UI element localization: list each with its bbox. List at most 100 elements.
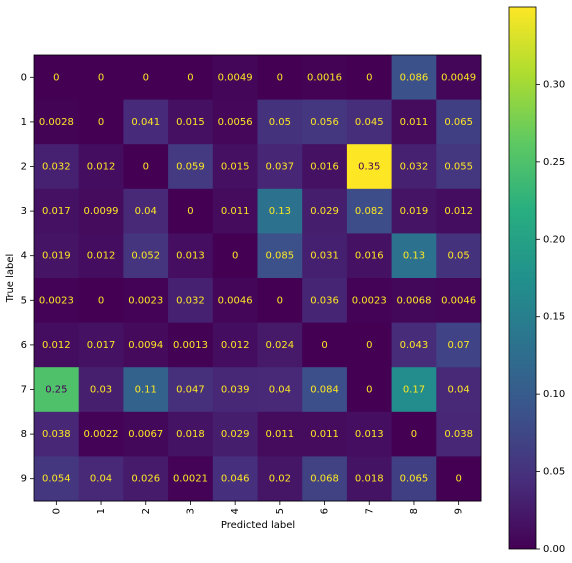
cell-label: 0.04 — [135, 206, 157, 217]
cell-label: 0.012 — [444, 206, 473, 217]
cell — [436, 55, 482, 101]
cell — [436, 367, 482, 413]
cell-label: 0.0046 — [441, 295, 476, 306]
cell-label: 0.011 — [221, 206, 250, 217]
cell-label: 0.0023 — [128, 295, 163, 306]
cell — [168, 188, 214, 234]
cell-label: 0.0067 — [128, 429, 163, 440]
cell — [257, 233, 303, 279]
x-tick-label: 4 — [230, 508, 241, 514]
cell-label: 0.011 — [266, 429, 295, 440]
y-tick-label: 8 — [21, 429, 27, 440]
cell-label: 0.04 — [269, 385, 291, 396]
y-tick-label: 4 — [21, 251, 27, 262]
cell — [302, 188, 348, 234]
cell — [391, 99, 437, 145]
cell — [168, 55, 214, 101]
cell — [78, 367, 124, 413]
x-tick-label: 5 — [275, 508, 286, 514]
cell — [436, 322, 482, 368]
cell-label: 0.07 — [448, 340, 470, 351]
cell-label: 0.017 — [87, 340, 116, 351]
cell — [436, 188, 482, 234]
cell-label: 0.065 — [444, 117, 473, 128]
cell — [436, 456, 482, 502]
y-tick-label: 1 — [21, 117, 27, 128]
cell-label: 0 — [455, 474, 461, 485]
cell — [78, 411, 124, 457]
x-tick-label: 0 — [51, 508, 62, 514]
cell-label: 0.04 — [448, 385, 470, 396]
x-tick-label: 1 — [96, 508, 107, 514]
cell — [302, 411, 348, 457]
colorbar-tick-label: 0.00 — [543, 544, 565, 555]
cell — [78, 99, 124, 145]
x-tick-label: 7 — [364, 508, 375, 514]
cell — [123, 411, 169, 457]
cell — [34, 144, 80, 190]
cell — [391, 55, 437, 101]
x-axis-label: Predicted label — [221, 520, 295, 531]
y-tick-label: 3 — [21, 206, 27, 217]
cell-label: 0.059 — [176, 162, 205, 173]
cell — [346, 322, 393, 368]
cell-label: 0.0021 — [173, 474, 208, 485]
cell-label: 0.016 — [310, 162, 339, 173]
cell — [34, 456, 80, 502]
cell-label: 0.35 — [358, 162, 380, 173]
cell-label: 0.086 — [400, 72, 429, 83]
cell-label: 0.0049 — [218, 72, 253, 83]
cell — [346, 144, 393, 190]
cell-label: 0.04 — [90, 474, 112, 485]
cell-label: 0.018 — [176, 429, 205, 440]
cell-label: 0 — [98, 72, 104, 83]
cell-label: 0.012 — [221, 340, 250, 351]
y-tick-label: 6 — [21, 340, 27, 351]
cell — [212, 233, 258, 279]
cell — [257, 188, 303, 234]
x-tick-label: 9 — [454, 508, 465, 514]
cell — [436, 411, 482, 457]
cell — [78, 144, 124, 190]
cell — [257, 278, 303, 324]
cell — [34, 188, 80, 234]
cell — [436, 278, 482, 324]
cell — [391, 278, 437, 324]
cell — [346, 188, 393, 234]
cell-label: 0.0023 — [352, 295, 387, 306]
cell — [78, 55, 124, 101]
colorbar-tick-label: 0.10 — [543, 389, 565, 400]
cell-label: 0.03 — [90, 385, 112, 396]
cell-label: 0 — [321, 340, 327, 351]
cell-label: 0.016 — [355, 251, 384, 262]
y-tick-label: 9 — [21, 474, 27, 485]
cell — [168, 411, 214, 457]
cell — [391, 188, 437, 234]
cell-label: 0.085 — [266, 251, 295, 262]
cell-label: 0 — [232, 251, 238, 262]
cell-label: 0 — [187, 206, 193, 217]
cell-label: 0.0046 — [218, 295, 253, 306]
cell — [302, 55, 348, 101]
cell-label: 0.0023 — [39, 295, 74, 306]
cell-label: 0.015 — [221, 162, 250, 173]
cell — [302, 456, 348, 502]
cell-label: 0.05 — [269, 117, 291, 128]
cell-label: 0.0028 — [39, 117, 74, 128]
cell-label: 0.065 — [400, 474, 429, 485]
cell — [436, 99, 482, 145]
cell-label: 0.046 — [221, 474, 250, 485]
cell — [212, 188, 258, 234]
cell — [34, 367, 80, 413]
cell — [257, 55, 303, 101]
cell — [123, 233, 169, 279]
cell-label: 0.011 — [310, 429, 339, 440]
cell-label: 0 — [143, 162, 149, 173]
cell — [123, 367, 169, 413]
x-tick-label: 2 — [141, 508, 152, 514]
cell — [123, 188, 169, 234]
cell-label: 0.068 — [310, 474, 339, 485]
cell-label: 0.05 — [448, 251, 470, 262]
cell — [123, 55, 169, 101]
plot-frame — [33, 54, 482, 502]
